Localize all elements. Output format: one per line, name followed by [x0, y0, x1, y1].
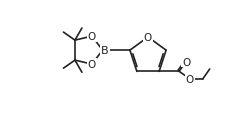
- Text: B: B: [101, 46, 109, 56]
- Text: O: O: [144, 33, 152, 43]
- Text: O: O: [186, 74, 194, 84]
- Text: O: O: [88, 60, 96, 70]
- Text: O: O: [182, 57, 190, 67]
- Text: O: O: [88, 32, 96, 42]
